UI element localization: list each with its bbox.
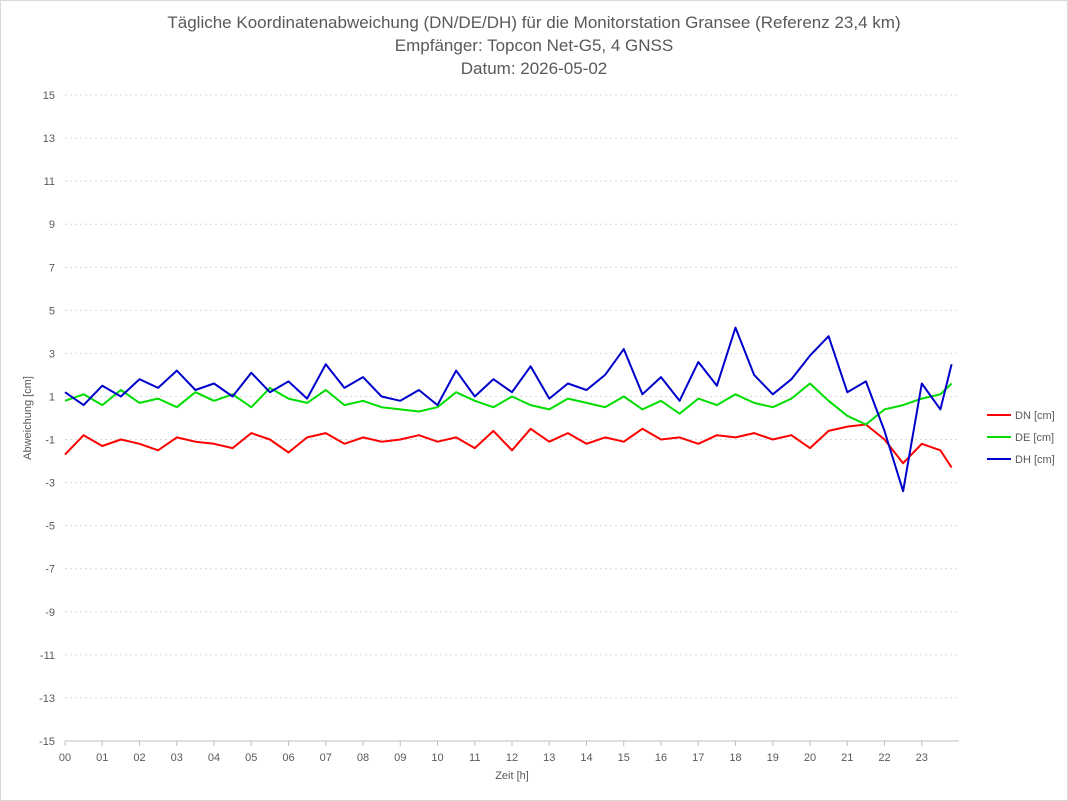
x-tick-label: 20	[804, 752, 816, 764]
y-tick-label: -3	[45, 478, 55, 490]
y-tick-label: 1	[49, 391, 55, 403]
x-tick-label: 02	[133, 752, 145, 764]
x-tick-label: 04	[208, 752, 220, 764]
x-tick-label: 14	[580, 752, 592, 764]
y-tick-label: -5	[45, 521, 55, 533]
y-tick-label: 5	[49, 305, 55, 317]
x-tick-label: 07	[320, 752, 332, 764]
y-tick-label: -1	[45, 435, 55, 447]
chart-titles: Tägliche Koordinatenabweichung (DN/DE/DH…	[1, 11, 1067, 80]
y-tick-label: 13	[43, 133, 55, 145]
y-tick-label: 15	[43, 90, 55, 102]
x-tick-label: 09	[394, 752, 406, 764]
x-tick-label: 00	[59, 752, 71, 764]
y-tick-label: 3	[49, 348, 55, 360]
y-tick-label: -15	[39, 736, 55, 748]
x-axis-title: Zeit [h]	[495, 770, 529, 782]
legend-label: DH [cm]	[1015, 454, 1055, 466]
legend-label: DE [cm]	[1015, 432, 1054, 444]
legend-label: DN [cm]	[1015, 410, 1055, 422]
x-tick-label: 15	[618, 752, 630, 764]
series-line-3	[64, 326, 953, 493]
y-tick-label: -9	[45, 607, 55, 619]
y-tick-label: 7	[49, 262, 55, 274]
x-tick-label: 03	[171, 752, 183, 764]
x-tick-label: 08	[357, 752, 369, 764]
x-tick-label: 16	[655, 752, 667, 764]
y-axis-title: Abweichung [cm]	[22, 376, 34, 460]
x-tick-label: 18	[729, 752, 741, 764]
x-tick-label: 22	[878, 752, 890, 764]
chart-title: Tägliche Koordinatenabweichung (DN/DE/DH…	[167, 13, 901, 32]
chart-subtitle: Empfänger: Topcon Net-G5, 4 GNSS	[394, 36, 674, 55]
chart-date: Datum: 2026-05-02	[460, 59, 608, 78]
series-line-1	[64, 423, 953, 469]
x-tick-label: 06	[282, 752, 294, 764]
x-tick-label: 19	[767, 752, 779, 764]
x-tick-label: 13	[543, 752, 555, 764]
y-tick-label: 11	[44, 176, 55, 188]
x-tick-label: 01	[96, 752, 108, 764]
y-tick-label: -7	[45, 564, 55, 576]
y-tick-label: -11	[40, 650, 55, 662]
y-tick-label: -13	[39, 693, 55, 705]
x-tick-label: 21	[841, 752, 853, 764]
x-tick-label: 12	[506, 752, 518, 764]
series-line-2	[64, 382, 953, 426]
x-tick-label: 05	[245, 752, 257, 764]
x-tick-label: 17	[692, 752, 704, 764]
y-tick-label: 9	[49, 219, 55, 231]
x-tick-label: 10	[431, 752, 443, 764]
x-tick-label: 23	[916, 752, 928, 764]
x-tick-label: 11	[469, 752, 480, 764]
